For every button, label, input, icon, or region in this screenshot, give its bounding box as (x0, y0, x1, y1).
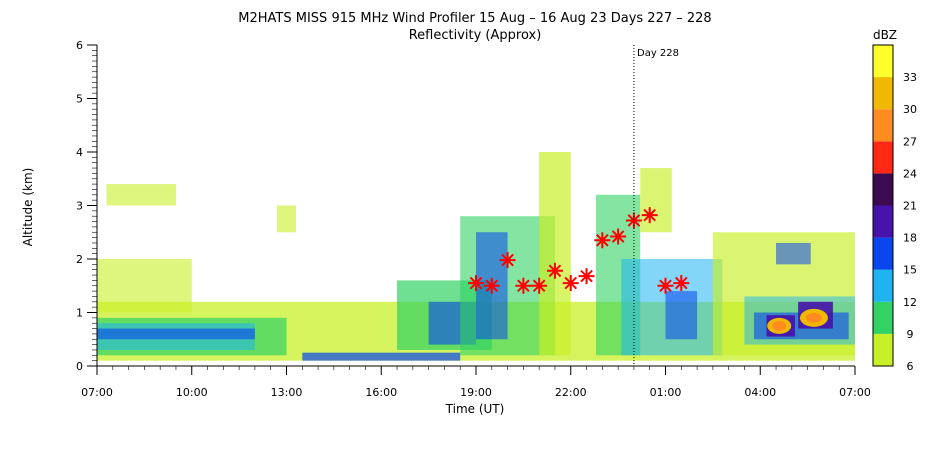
reflectivity-band (97, 328, 255, 340)
reflectivity-band (97, 259, 192, 313)
y-tick-label: 4 (76, 146, 83, 159)
red-star-marker (673, 275, 690, 292)
marker-stroke (596, 233, 609, 247)
x-tick-label: 07:00 (81, 386, 113, 399)
y-axis-label: Altitude (km) (21, 168, 35, 247)
colorbar-level-label: 24 (903, 167, 917, 180)
y-tick-label: 1 (76, 307, 83, 320)
y-tick-label: 0 (76, 360, 83, 373)
reflectivity-core (805, 312, 822, 323)
reflectivity-band (776, 242, 811, 265)
colorbar-level-label: 18 (903, 232, 917, 245)
colorbar-level-label: 21 (903, 200, 917, 213)
colorbar: 6 9 12 15 18 21 24 27 30 33 (872, 44, 917, 373)
day-marker-label: Day 228 (637, 48, 679, 59)
marker-stroke (643, 208, 657, 222)
red-star-marker (515, 277, 532, 294)
colorbar-swatch (873, 173, 893, 206)
red-star-marker (610, 228, 627, 245)
colorbar-level-label: 9 (907, 328, 914, 341)
colorbar-swatch (873, 237, 893, 270)
red-star-marker (562, 275, 579, 292)
colorbar-swatch (873, 141, 893, 174)
marker-stroke (485, 279, 499, 293)
marker-stroke (674, 276, 688, 290)
reflectivity-band (106, 184, 176, 206)
reflectivity-band (665, 291, 698, 340)
x-tick-label: 13:00 (271, 386, 303, 399)
reflectivity-band (640, 168, 672, 233)
marker-stroke (627, 214, 641, 227)
reflectivity-field (97, 152, 855, 361)
colorbar-swatch (873, 45, 893, 78)
red-star-marker (546, 262, 563, 279)
red-star-marker (641, 207, 658, 224)
x-axis-label: Time (UT) (445, 402, 505, 416)
x-tick-label: 10:00 (176, 386, 208, 399)
y-tick-label: 6 (76, 39, 83, 52)
red-star-marker (483, 277, 500, 294)
red-star-marker (594, 232, 611, 249)
colorbar-unit: dBZ (873, 28, 897, 42)
reflectivity-core (772, 320, 787, 331)
x-tick-label: 16:00 (365, 386, 397, 399)
colorbar-swatch (873, 333, 893, 366)
marker-stroke (501, 253, 514, 267)
x-tick-label: 01:00 (650, 386, 682, 399)
x-tick-label: 22:00 (555, 386, 587, 399)
red-star-marker (531, 277, 548, 294)
x-tick-label: 04:00 (744, 386, 776, 399)
y-axis-ticks: 0 1 2 3 4 5 6 (76, 39, 97, 373)
y-tick-label: 2 (76, 253, 83, 266)
colorbar-swatch (873, 301, 893, 334)
x-tick-label: 19:00 (460, 386, 492, 399)
colorbar-level-label: 12 (903, 296, 917, 309)
red-star-marker (578, 268, 595, 285)
colorbar-swatch (873, 77, 893, 110)
colorbar-level-label: 30 (903, 103, 917, 116)
colorbar-level-label: 6 (907, 360, 914, 373)
reflectivity-band (539, 152, 571, 356)
marker-stroke (548, 264, 562, 278)
colorbar-level-label: 15 (903, 264, 917, 277)
colorbar-level-label: 27 (903, 135, 917, 148)
reflectivity-band (302, 352, 461, 361)
colorbar-level-label: 33 (903, 71, 917, 84)
chart-subtitle: Reflectivity (Approx) (409, 28, 542, 43)
marker-stroke (659, 279, 672, 293)
colorbar-swatch (873, 205, 893, 238)
marker-stroke (611, 230, 625, 243)
marker-stroke (517, 279, 530, 293)
red-star-marker (657, 277, 674, 294)
marker-stroke (580, 269, 593, 283)
y-tick-label: 3 (76, 200, 83, 213)
y-tick-label: 5 (76, 93, 83, 106)
marker-stroke (564, 276, 578, 290)
red-star-marker (499, 252, 516, 269)
chart-title: M2HATS MISS 915 MHz Wind Profiler 15 Aug… (238, 11, 711, 26)
colorbar-frame (872, 44, 894, 367)
marker-layer (468, 207, 690, 294)
x-axis-ticks: 07:00 10:00 13:00 16:00 19:00 22:00 01:00 04:00… (81, 366, 871, 399)
marker-stroke (469, 276, 483, 290)
colorbar-swatch (873, 269, 893, 302)
x-tick-label: 07:00 (839, 386, 871, 399)
colorbar-swatch (873, 109, 893, 142)
red-star-marker (468, 275, 484, 292)
reflectivity-band (277, 205, 296, 233)
marker-stroke (532, 279, 546, 293)
